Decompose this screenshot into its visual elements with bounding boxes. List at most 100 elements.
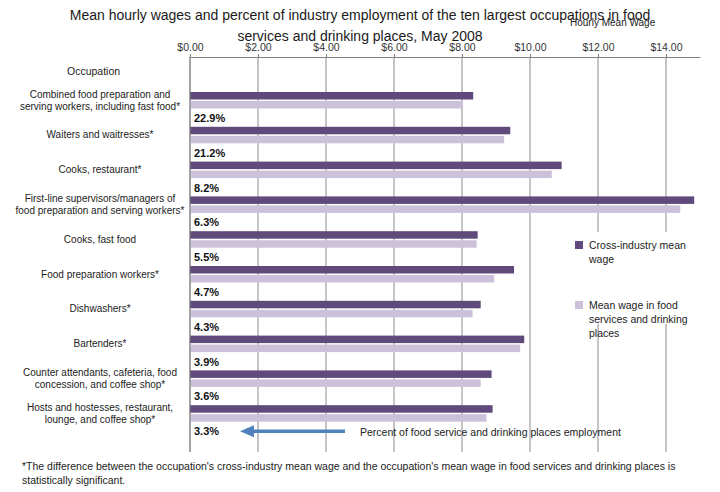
tick-mark (530, 54, 531, 57)
annotation-arrow (240, 425, 345, 437)
bar (190, 345, 520, 353)
category-label-line: Cooks, restaurant* (59, 164, 142, 175)
x-tick: $4.00 (313, 41, 339, 57)
share-label: 22.9% (194, 112, 225, 124)
axis-line (191, 57, 701, 58)
share-label: 4.7% (194, 286, 219, 298)
x-tick: $6.00 (381, 41, 407, 57)
tick-label: $8.00 (449, 41, 475, 53)
legend-label: Cross-industry mean wage (588, 239, 686, 265)
tick-mark (326, 54, 327, 57)
category-label: Cooks, fast food (64, 233, 136, 244)
bar (190, 162, 562, 170)
category-labels: Combined food preparation andserving wor… (16, 88, 185, 424)
grid-line (258, 57, 259, 452)
bar (190, 231, 478, 239)
footnote-line: statistically significant. (22, 474, 125, 486)
grid-line (462, 57, 463, 452)
chart-title-line: Mean hourly wages and percent of industr… (70, 7, 651, 23)
bar (190, 414, 486, 422)
share-label: 3.3% (194, 425, 219, 437)
tick-mark (598, 54, 599, 57)
grid (190, 57, 666, 452)
category-label-line: Waiters and waitresses* (47, 129, 154, 140)
bar (190, 127, 510, 135)
footnote: *The difference between the occupation's… (22, 460, 675, 486)
category-label: Waiters and waitresses* (47, 129, 154, 140)
share-label: 6.3% (194, 216, 219, 228)
bar (190, 205, 680, 213)
bar (190, 370, 492, 378)
tick-label: $4.00 (313, 41, 339, 53)
category-label: Bartenders* (74, 338, 127, 349)
category-label-line: Hosts and hostesses, restaurant, (27, 401, 173, 412)
category-label-line: Food preparation workers* (41, 268, 159, 279)
category-label-line: Cooks, fast food (64, 233, 136, 244)
bar (190, 92, 473, 100)
chart: Mean hourly wages and percent of industr… (0, 0, 720, 492)
category-label-line: concession, and coffee shop* (35, 379, 166, 390)
bar (190, 405, 493, 413)
x-tick: $0.00 (177, 41, 203, 57)
x-tick: $10.00 (514, 41, 546, 57)
share-label: 8.2% (194, 182, 219, 194)
category-label: Counter attendants, cafeteria, foodconce… (23, 367, 177, 390)
tick-mark (462, 54, 463, 57)
x-tick: $2.00 (245, 41, 271, 57)
footnote-line: *The difference between the occupation's… (22, 460, 675, 472)
x-tick: $14.00 (650, 41, 682, 57)
share-label: 21.2% (194, 147, 225, 159)
share-label: 5.5% (194, 251, 219, 263)
chart-title: Mean hourly wages and percent of industr… (70, 7, 651, 44)
bar (190, 101, 463, 109)
tick-label: $12.00 (582, 41, 614, 53)
category-label: Cooks, restaurant* (59, 164, 142, 175)
category-label-line: Counter attendants, cafeteria, food (23, 367, 177, 378)
legend-label: Mean wage in foodservices and drinkingpl… (589, 299, 688, 339)
x-tick: $8.00 (449, 41, 475, 57)
x-axis-title: Hourly Mean Wage (570, 17, 656, 28)
bar (190, 136, 504, 144)
legend-swatch (575, 301, 583, 309)
category-label-line: lounge, and coffee shop* (45, 413, 156, 424)
tick-mark (394, 54, 395, 57)
chart-title-line: services and drinking places, May 2008 (237, 28, 482, 44)
legend-background (571, 232, 698, 324)
category-label: Hosts and hostesses, restaurant,lounge, … (27, 401, 173, 424)
legend-swatch (575, 241, 583, 249)
tick-mark (666, 54, 667, 57)
bar (190, 336, 524, 344)
share-labels: 22.9% 21.2% 8.2% 6.3% 5.5% 4.7% 4.3% 3.9% 3.6% 3.… (194, 112, 225, 437)
legend-label-line: Mean wage in food (589, 299, 678, 311)
category-label-line: First-line supervisors/managers of (25, 193, 176, 204)
tick-label: $14.00 (650, 41, 682, 53)
bar (190, 310, 473, 318)
bar (190, 266, 514, 274)
tick-label: $0.00 (177, 41, 203, 53)
bar (190, 196, 694, 204)
legend: Cross-industry mean wage Mean wage in food… (571, 232, 698, 339)
tick-mark (258, 54, 259, 57)
share-label: 3.6% (194, 390, 219, 402)
share-label: 3.9% (194, 356, 219, 368)
bar (190, 379, 481, 387)
y-axis-title: Occupation (67, 65, 120, 77)
category-label: Dishwashers* (69, 303, 130, 314)
arrow-shaft (252, 429, 345, 433)
bar (190, 171, 552, 179)
category-label: Combined food preparation andserving wor… (20, 88, 180, 111)
legend-label-line: places (589, 327, 619, 339)
category-label-line: serving workers, including fast food* (20, 100, 180, 111)
arrow-head (240, 425, 254, 437)
category-label-line: food preparation and serving workers* (16, 205, 185, 216)
tick-label: $10.00 (514, 41, 546, 53)
tick-label: $2.00 (245, 41, 271, 53)
share-label: 4.3% (194, 321, 219, 333)
bar (190, 275, 494, 283)
grid-line (530, 57, 531, 452)
legend-label-line: Cross-industry mean (589, 239, 686, 251)
category-label-line: Bartenders* (74, 338, 127, 349)
category-label-line: Combined food preparation and (30, 88, 171, 99)
legend-label-line: wage (588, 253, 614, 265)
x-tick: $12.00 (582, 41, 614, 57)
